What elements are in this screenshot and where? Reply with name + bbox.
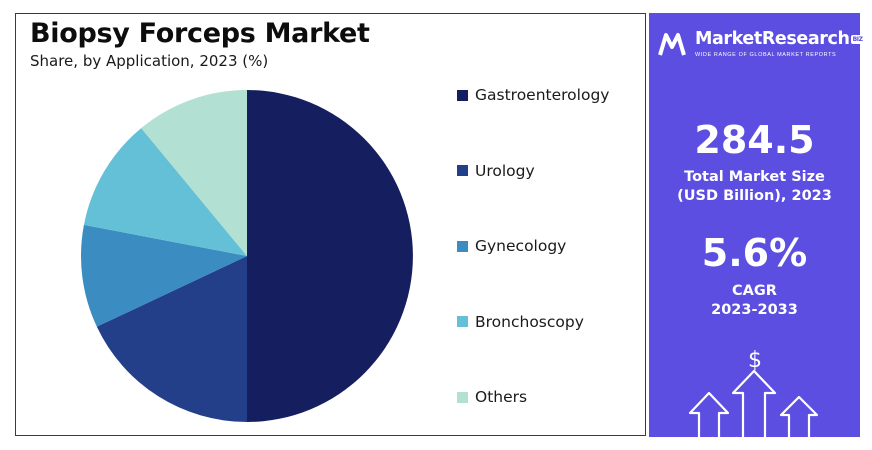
brand-logo: MarketResearch BIZ WIDE RANGE OF GLOBAL M… [657, 27, 865, 63]
legend-label: Others [475, 388, 528, 406]
brand-mark-icon [658, 33, 686, 56]
brand-name-text: MarketResearch [695, 29, 850, 49]
legend-label: Urology [475, 161, 535, 180]
chart-subtitle: Share, by Application, 2023 (%) [30, 52, 269, 70]
summary-panel: MarketResearch BIZ WIDE RANGE OF GLOBAL M… [649, 13, 865, 437]
legend-item: Gastroenterology [457, 84, 609, 106]
legend-label: Gynecology [475, 237, 567, 255]
legend-label: Bronchoscopy [475, 312, 584, 331]
pie-slice-bronchoscopy [83, 128, 248, 256]
market-size-label-1: Total Market Size [684, 169, 825, 185]
pie-slice-gastroenterology [247, 90, 413, 422]
legend-item: Urology [457, 160, 535, 182]
cagr-label-2: 2023-2033 [711, 302, 798, 318]
chart-card: Biopsy Forceps Market Share, by Applicat… [15, 13, 646, 436]
legend-swatch [457, 391, 468, 403]
pie-slice-gynecology [81, 224, 247, 327]
legend-item: Bronchoscopy [457, 311, 584, 333]
brand-tagline: WIDE RANGE OF GLOBAL MARKET REPORTS [695, 52, 837, 58]
legend-label: Gastroenterology [475, 86, 610, 104]
legend-swatch [457, 240, 468, 252]
pie-chart [81, 90, 413, 422]
growth-arrows-icon: $ [688, 348, 819, 437]
chart-title: Biopsy Forceps Market [30, 18, 370, 49]
legend-swatch [457, 165, 468, 176]
pie-slice-urology [96, 256, 247, 422]
dollar-icon: $ [748, 348, 762, 373]
legend-swatch [457, 316, 468, 327]
pie-slice-others [141, 90, 247, 256]
market-size-value: 284.5 [694, 118, 815, 162]
legend-item: Others [457, 386, 527, 408]
cagr-value: 5.6% [701, 231, 808, 275]
legend-swatch [457, 89, 468, 101]
brand-suffix: BIZ [850, 34, 865, 44]
brand-name: MarketResearch BIZ [695, 29, 865, 49]
market-size-label-2: (USD Billion), 2023 [677, 188, 832, 204]
cagr-label-1: CAGR [732, 283, 777, 299]
legend-item: Gynecology [457, 235, 566, 257]
